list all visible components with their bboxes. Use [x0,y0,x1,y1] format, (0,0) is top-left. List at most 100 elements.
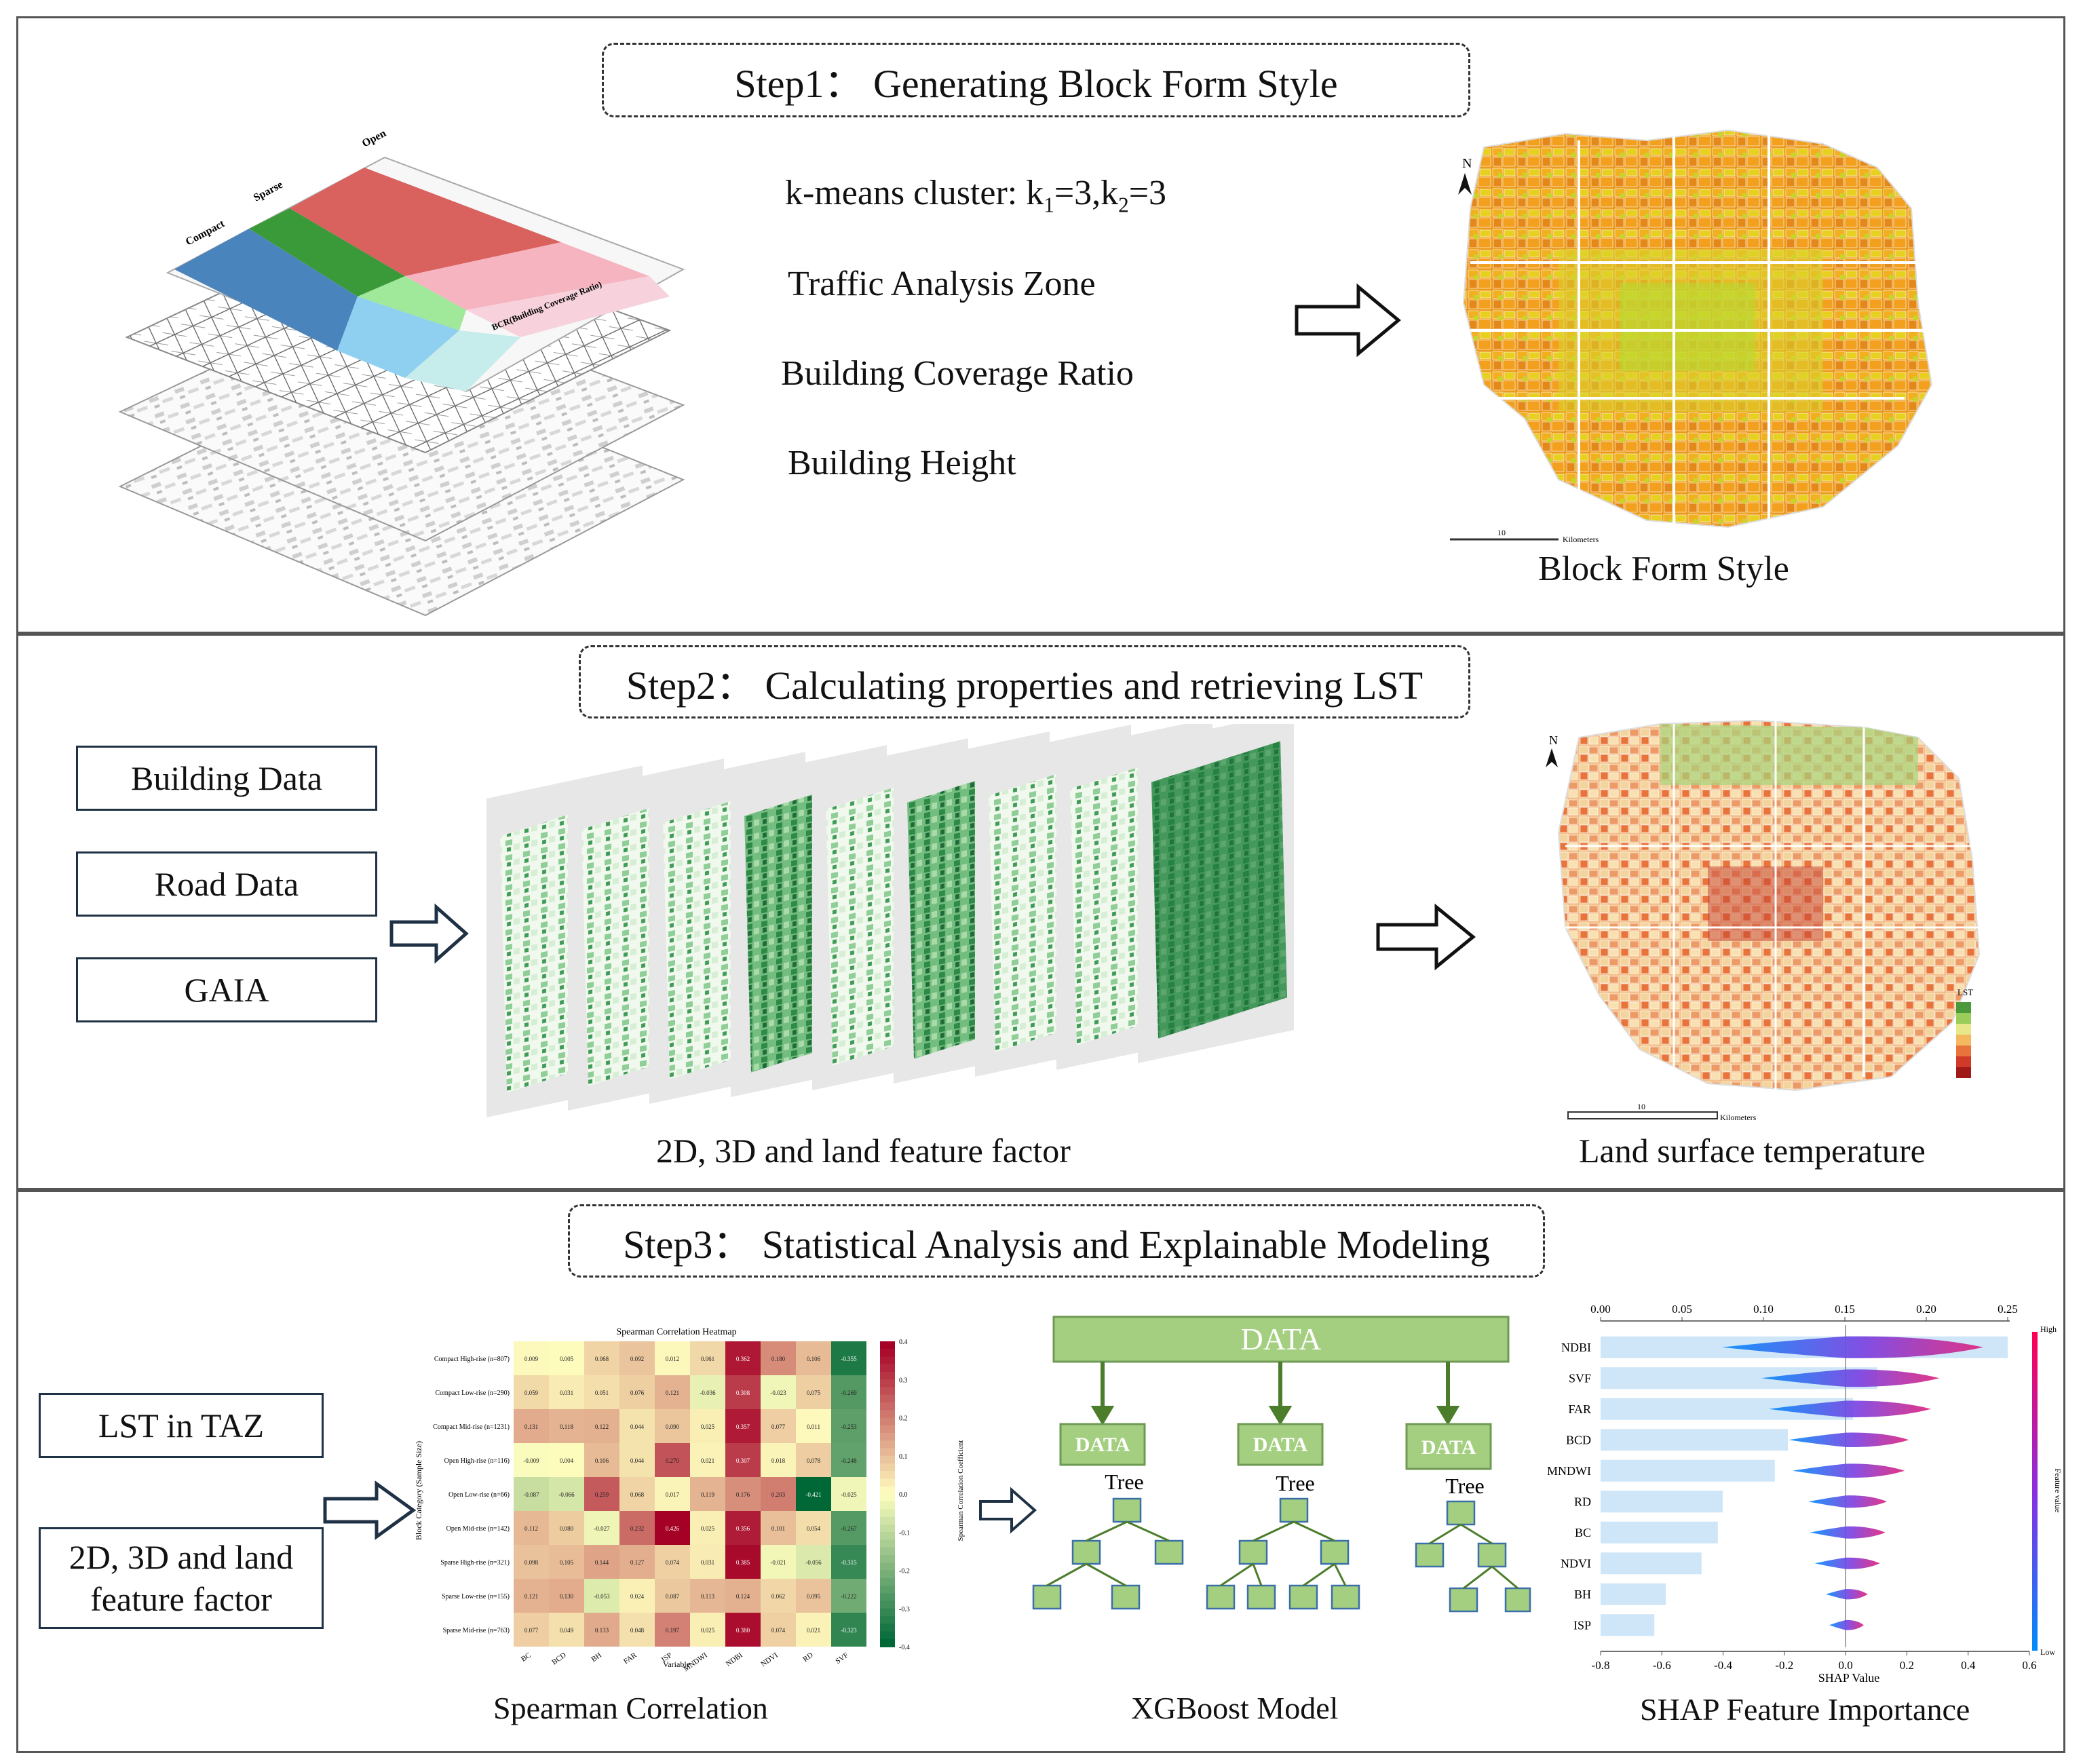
spearman-caption: Spearman Correlation [493,1691,768,1725]
heatmap-cell [514,1545,549,1579]
heatmap-col-label: RD [801,1651,814,1664]
heatmap-row-label: Compact Low-rise (n=290) [435,1389,510,1397]
colorbar-segment [880,1577,895,1586]
colorbar-segment [880,1593,895,1602]
heatmap-cell-value: 0.095 [807,1593,821,1600]
step2-panel: Step2： Calculating properties and retrie… [16,634,2065,1190]
tree-2 [1206,1497,1360,1610]
heatmap-cell-value: 0.127 [630,1559,645,1566]
heatmap-cell [584,1511,619,1545]
colorbar-tick: 0.2 [899,1415,908,1423]
heatmap-row-label: Open High-rise (n=116) [444,1457,510,1465]
colorbar-segment [880,1364,895,1373]
heatmap-cell-value: 0.380 [736,1627,750,1634]
heatmap-cell-value: 0.118 [560,1423,573,1430]
factor-layers [486,724,1294,1117]
shap-feature-label: BCD [1566,1433,1591,1446]
colorbar-segment [880,1586,895,1594]
heatmap-cell-value: 0.021 [701,1457,714,1464]
shap-feature-label: BH [1574,1588,1591,1601]
heatmap-cell-value: 0.112 [524,1525,538,1532]
k1-subscript: 1 [1044,193,1054,217]
heatmap-cell-value: 0.385 [736,1559,750,1566]
colorbar-segment [880,1624,895,1632]
colorbar-segment [880,1463,895,1472]
heatmap-cell [655,1443,690,1477]
colorbar-segment [880,1600,895,1609]
heatmap-cell [655,1579,690,1613]
heatmap-cell [584,1477,619,1511]
block-form-map: N 10 Kilometers [1450,129,1933,544]
lst-legend-scale [1956,1002,1971,1078]
heatmap-cell [761,1545,796,1579]
scale-label: 10 [1637,1102,1645,1111]
colorbar-segment [880,1478,895,1487]
heatmap-cell-value: 0.092 [630,1356,644,1362]
heatmap-cell-value: -0.355 [841,1356,857,1362]
step1-title: Step1： Generating Block Form Style [602,43,1470,117]
colorbar-segment [880,1525,895,1533]
layer-stack-illustration: Compact Sparse Open BCR(Building Coverag… [118,128,685,617]
heatmap-cell [796,1477,831,1511]
heatmap-cell-value: 0.074 [771,1627,786,1634]
heatmap-cell-value: 0.012 [666,1356,679,1362]
heatmap-cell-value: 0.270 [666,1457,680,1464]
heatmap-cell-value: 0.059 [524,1389,539,1396]
colorbar-segment [880,1486,895,1495]
colorbar-segment [880,1616,895,1625]
shap-violin [1721,1336,1984,1358]
heatmap-cell-value: 0.356 [736,1525,750,1532]
lst-map: N LST 10 Kilometers [1546,719,1981,1122]
heatmap-cell-value: 0.121 [666,1389,679,1396]
colorbar-segment [880,1455,895,1464]
colorbar-segment [880,1516,895,1525]
heatmap-cell-value: 0.308 [736,1389,750,1396]
tree-label-1: Tree [1105,1470,1143,1494]
heatmap-cell [549,1579,584,1613]
colorbar-segment [880,1555,895,1564]
heatmap-cell-value: -0.087 [523,1491,539,1498]
heatmap-cell [690,1341,725,1375]
shap-top-tick-label: 0.00 [1590,1303,1611,1316]
heatmap-cell-value: 0.074 [666,1559,680,1566]
heatmap-cell-value: -0.421 [805,1491,821,1498]
heatmap-cell-value: 0.197 [666,1627,680,1634]
heatmap-cell-value: 0.044 [630,1457,645,1464]
shap-feature-label: BC [1575,1526,1591,1539]
shap-importance-bar [1601,1459,1775,1482]
colorbar-segment [880,1608,895,1617]
heatmap-col-label: BCD [550,1651,567,1667]
heatmap-cell [514,1375,549,1409]
heatmap-cell [619,1443,655,1477]
arrow-right-icon [323,1480,417,1540]
factor-caption: 2D, 3D and land feature factor [656,1132,1071,1170]
layer-label-open: Open [360,128,388,150]
heatmap-cbar-label: Spearman Correlation Coefficient [957,1440,965,1541]
heatmap-cell [725,1579,761,1613]
heatmap-cell [584,1579,619,1613]
heatmap-cell [796,1443,831,1477]
heatmap-cell-value: 0.051 [595,1389,609,1396]
heatmap-cell [725,1443,761,1477]
heatmap-cell [655,1477,690,1511]
kmeans-prefix: k-means cluster: k [785,174,1044,212]
k2-value: =3 [1128,174,1167,212]
shap-bottom-tick-label: -0.8 [1592,1659,1610,1672]
input-building-data: Building Data [76,746,377,811]
heatmap-cell-value: 0.176 [736,1491,750,1498]
lst-legend-title: LST [1957,987,1973,997]
shap-feature-label: NDBI [1561,1341,1591,1354]
heatmap-cell-value: -0.056 [805,1559,822,1566]
colorbar-segment [880,1349,895,1358]
heatmap-cell [831,1545,866,1579]
tree-1-edges [1046,1520,1170,1587]
shap-violin [1768,1400,1932,1418]
data-top-box [1052,1316,1510,1363]
heatmap-cell [619,1477,655,1511]
heatmap-cell-value: 0.357 [736,1423,750,1430]
heatmap-cell-value: 0.124 [736,1593,750,1600]
heatmap-cell-value: 0.021 [807,1627,820,1634]
colorbar-segment [880,1387,895,1396]
heatmap-cell [690,1545,725,1579]
heatmap-cell [761,1511,796,1545]
